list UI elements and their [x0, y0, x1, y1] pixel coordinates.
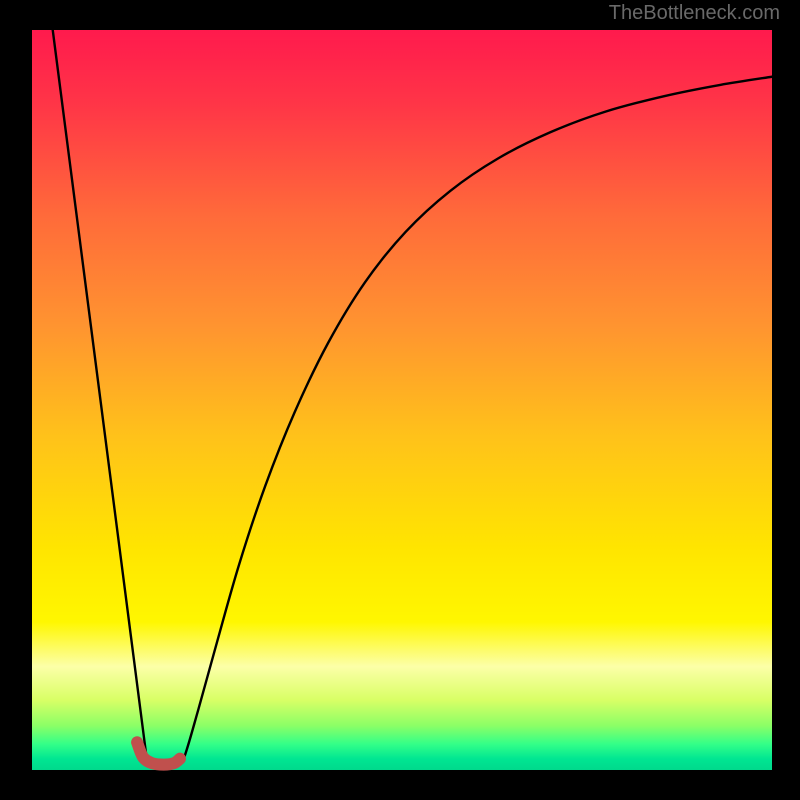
figure-root: TheBottleneck.com — [0, 0, 800, 800]
valley-marker — [137, 742, 180, 764]
bottleneck-curve — [53, 30, 772, 766]
plot-area — [32, 30, 772, 772]
watermark-text: TheBottleneck.com — [609, 2, 780, 25]
curve-layer — [32, 30, 772, 772]
